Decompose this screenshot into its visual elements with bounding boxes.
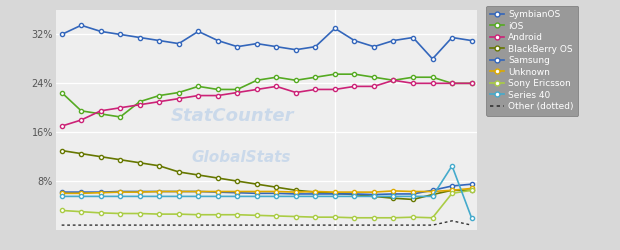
Legend: SymbianOS, iOS, Android, BlackBerry OS, Samsung, Unknown, Sony Ericsson, Series : SymbianOS, iOS, Android, BlackBerry OS, …: [486, 6, 578, 116]
Text: StatCounter: StatCounter: [171, 106, 294, 124]
Text: GlobalStats: GlobalStats: [192, 150, 291, 165]
